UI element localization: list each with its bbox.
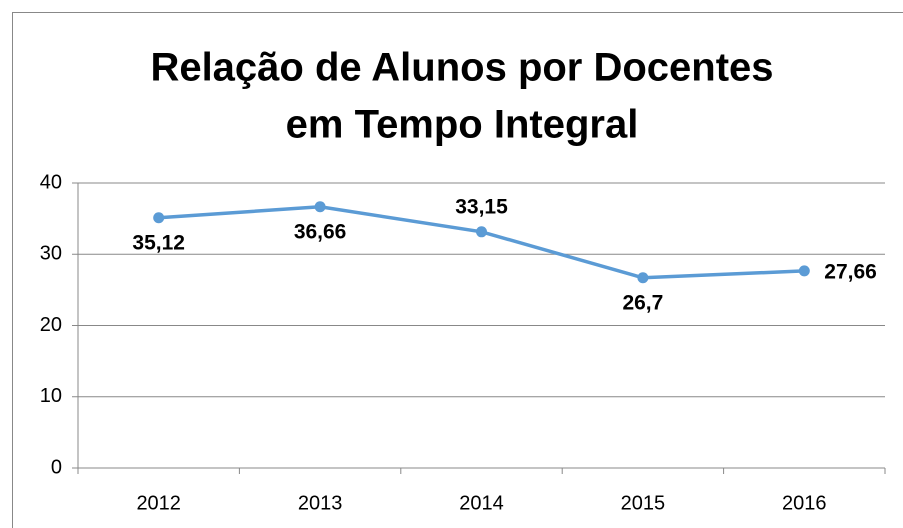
y-tick-label: 10: [40, 385, 62, 407]
data-label: 36,66: [294, 220, 347, 243]
chart-frame: [12, 12, 903, 528]
data-point: [637, 272, 649, 284]
data-label: 33,15: [455, 195, 508, 218]
x-tick-label: 2014: [459, 492, 504, 514]
chart-title: Relação de Alunos por Docentes: [150, 46, 773, 90]
chart-title: em Tempo Integral: [286, 103, 639, 147]
y-tick-label: 30: [40, 243, 62, 265]
data-label: 35,12: [132, 231, 185, 254]
x-tick-label: 2015: [621, 492, 666, 514]
y-tick-label: 20: [40, 314, 62, 336]
y-tick-label: 0: [51, 456, 62, 478]
x-tick-label: 2013: [298, 492, 343, 514]
data-point: [153, 212, 165, 224]
data-label: 27,66: [824, 260, 877, 283]
data-point: [314, 201, 326, 213]
x-tick-label: 2012: [136, 492, 181, 514]
x-tick-label: 2016: [782, 492, 827, 514]
data-point: [476, 226, 487, 238]
data-point: [798, 265, 810, 277]
y-tick-label: 40: [40, 171, 62, 193]
data-label: 26,7: [622, 291, 663, 314]
